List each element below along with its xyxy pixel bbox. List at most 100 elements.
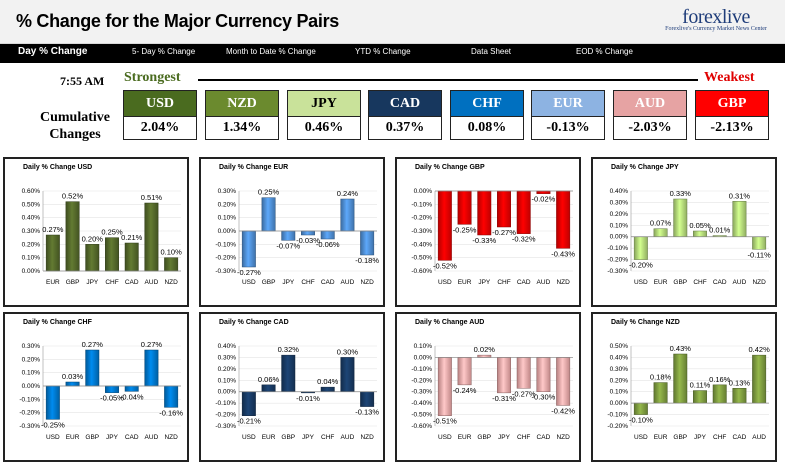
currency-cumulative-value: -2.13% <box>710 120 754 135</box>
y-tick-label: 0.20% <box>218 201 237 208</box>
chart-eur: -0.30% -0.20% -0.10% 0.00% 0.10% 0.20% 0.30% -0… <box>215 188 379 286</box>
chart-title: Daily % Change EUR <box>219 164 289 171</box>
x-tick-label: JPY <box>498 434 511 441</box>
data-label: -0.42% <box>551 406 575 415</box>
nav-tab-day-change[interactable]: Day % Change <box>18 46 88 57</box>
y-tick-label: -0.60% <box>411 423 432 430</box>
y-tick-label: 0.30% <box>218 354 237 361</box>
currency-cumulative-value: 1.34% <box>222 120 262 135</box>
x-tick-label: NZD <box>164 434 178 441</box>
x-tick-label: JPY <box>694 434 707 441</box>
data-label: 0.01% <box>709 226 731 235</box>
y-tick-label: -0.20% <box>19 410 40 417</box>
bar-usd <box>437 190 452 261</box>
data-label: -0.06% <box>316 240 340 249</box>
data-label: 0.18% <box>650 373 672 382</box>
data-label: 0.27% <box>82 340 104 349</box>
nav-tab-5-day-change[interactable]: 5- Day % Change <box>132 47 196 56</box>
x-tick-label: EUR <box>66 434 80 441</box>
currency-code: CAD <box>369 91 441 117</box>
x-tick-label: CHF <box>497 279 510 286</box>
data-label: 0.30% <box>337 347 359 356</box>
y-tick-label: 0.00% <box>414 354 433 361</box>
x-tick-label: AUD <box>537 279 551 286</box>
y-tick-label: -0.20% <box>411 377 432 384</box>
nav-tab-eod-change[interactable]: EOD % Change <box>576 47 633 56</box>
data-label: 0.04% <box>317 377 339 386</box>
bar-cad <box>732 388 747 404</box>
data-label: 0.32% <box>278 345 300 354</box>
currency-tile-gbp: GBP -2.13% <box>695 90 769 140</box>
chart-panel-nzd: Daily % Change NZD -0.20% -0.10% 0.00% 0.10… <box>591 312 777 462</box>
x-tick-label: AUD <box>145 434 159 441</box>
x-tick-label: EUR <box>458 279 472 286</box>
x-tick-label: NZD <box>164 279 178 286</box>
currency-code: AUD <box>614 91 686 117</box>
data-label: -0.03% <box>296 236 320 245</box>
bar-cad <box>536 357 551 392</box>
y-tick-label: 0.40% <box>218 343 237 350</box>
data-label: -0.51% <box>433 417 457 426</box>
x-tick-label: NZD <box>556 279 570 286</box>
data-label: 0.25% <box>258 188 280 197</box>
data-label: 0.03% <box>62 372 84 381</box>
data-label: -0.27% <box>492 228 516 237</box>
data-label: -0.43% <box>551 249 575 258</box>
forexlive-logo[interactable]: forexlive Forexlive's Currency Market Ne… <box>661 6 771 38</box>
x-tick-label: AUD <box>733 279 747 286</box>
y-tick-label: -0.20% <box>411 215 432 222</box>
data-label: -0.13% <box>355 408 379 417</box>
nav-tab-month-to-date[interactable]: Month to Date % Change <box>226 47 316 56</box>
y-tick-label: 0.00% <box>218 228 237 235</box>
y-tick-label: 0.20% <box>610 377 629 384</box>
x-tick-label: USD <box>46 434 60 441</box>
bar-aud <box>732 201 747 237</box>
data-label: 0.51% <box>141 193 163 202</box>
y-tick-label: 0.30% <box>22 228 41 235</box>
bar-eur <box>65 381 80 387</box>
y-tick-label: 0.20% <box>218 366 237 373</box>
x-tick-label: USD <box>634 434 648 441</box>
nav-tab-ytd-change[interactable]: YTD % Change <box>355 47 411 56</box>
currency-code: EUR <box>532 91 604 117</box>
chart-title: Daily % Change CAD <box>219 319 289 326</box>
x-tick-label: CHF <box>321 434 334 441</box>
x-tick-label: GBP <box>262 279 276 286</box>
currency-tile-nzd: NZD 1.34% <box>205 90 279 140</box>
x-tick-label: CAD <box>733 434 747 441</box>
data-label: -0.25% <box>41 420 65 429</box>
y-tick-label: -0.40% <box>411 241 432 248</box>
data-label: -0.18% <box>355 256 379 265</box>
data-label: 0.07% <box>650 219 672 228</box>
bar-eur <box>45 234 60 272</box>
bar-aud <box>340 198 355 232</box>
cumulative-label-line2: Changes <box>49 127 101 142</box>
currency-code: NZD <box>206 91 278 117</box>
bar-nzd <box>556 357 571 406</box>
x-tick-label: JPY <box>86 279 99 286</box>
bar-cad <box>124 385 139 392</box>
bar-nzd <box>164 385 179 408</box>
x-tick-label: USD <box>438 434 452 441</box>
bar-gbp <box>261 197 276 232</box>
y-tick-label: -0.10% <box>607 412 628 419</box>
nav-tab-data-sheet[interactable]: Data Sheet <box>471 47 512 56</box>
chart-panel-chf: Daily % Change CHF -0.30% -0.20% -0.10% 0.0… <box>3 312 189 462</box>
bar-cad <box>320 230 335 240</box>
bar-eur <box>261 384 276 392</box>
x-tick-label: GBP <box>673 279 687 286</box>
data-label: -0.05% <box>100 394 124 403</box>
bar-chf <box>301 230 315 236</box>
y-tick-label: -0.30% <box>19 423 40 430</box>
bar-aud <box>144 202 159 272</box>
x-tick-label: CAD <box>713 279 727 286</box>
y-tick-label: 0.30% <box>22 343 41 350</box>
chart-title: Daily % Change NZD <box>611 319 680 326</box>
y-tick-label: -0.30% <box>215 268 236 275</box>
chart-panel-eur: Daily % Change EUR -0.30% -0.20% -0.10% 0.0… <box>199 157 385 307</box>
y-tick-label: -0.40% <box>411 400 432 407</box>
y-tick-label: -0.10% <box>607 245 628 252</box>
bar-eur <box>653 382 668 404</box>
bar-gbp <box>281 354 296 392</box>
x-tick-label: USD <box>242 434 256 441</box>
